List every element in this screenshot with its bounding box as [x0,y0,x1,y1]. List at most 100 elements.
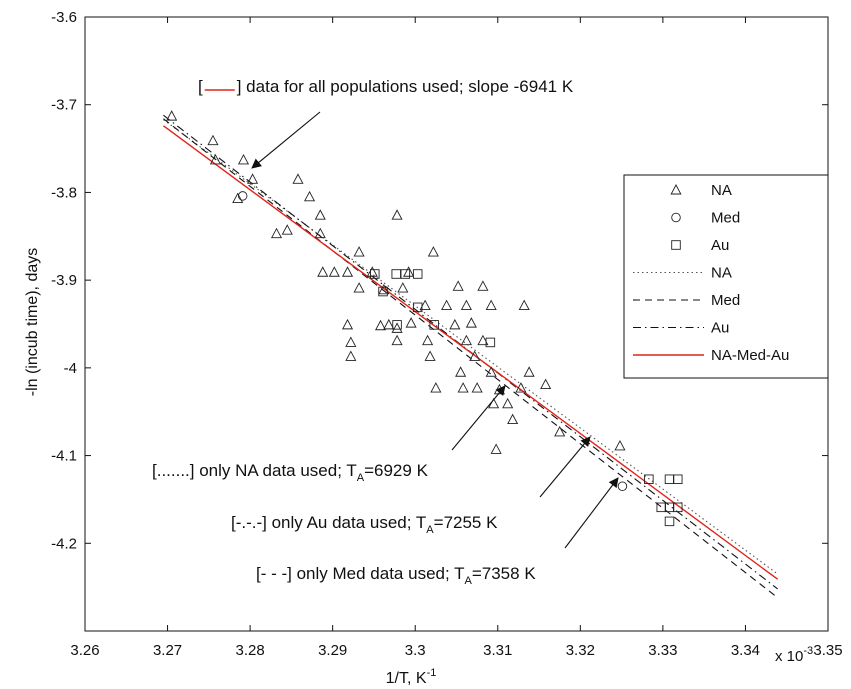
point-na [471,382,483,393]
point-na [270,227,283,239]
point-au [391,269,401,279]
annotation-text-part: =7358 K [472,564,536,583]
annotation-na: [.......] only NA data used; TA=6929 K [152,385,506,484]
point-au [392,320,402,330]
y-tick-label: -4.2 [51,535,77,552]
legend-label: Au [711,237,729,254]
annotation-text: [- - -] only Med data used; TA=7358 K [256,564,536,587]
legend-label: Med [711,210,740,227]
point-na [383,318,395,330]
point-na [403,266,415,277]
legend-marker-circle [671,212,681,223]
x-tick-label: 3.33 [648,642,677,659]
point-med [237,191,248,201]
point-na [614,439,626,451]
legend-entry: NA [670,182,732,199]
point-au [429,320,439,330]
x-tick-label: 3.27 [153,642,182,659]
point-na [341,318,354,330]
point-na [507,413,519,425]
annotation-text-part: [.......] only NA data used; T [152,461,357,480]
x-axis-ticks: 3.26 3.27 3.28 3.29 3.3 3.31 3.32 3.33 3.34 3.35 [70,17,843,659]
x-tick-label: 3.31 [483,642,512,659]
point-na [207,134,219,146]
point-au [400,269,411,279]
point-na [247,173,259,184]
point-na [397,282,409,293]
annotation-subscript: A [465,575,473,587]
annotation-text-part: [-.-.-] only Au data used; T [231,513,426,532]
legend-box [623,174,829,379]
annotation-text: [.......] only NA data used; TA=6929 K [152,461,429,484]
annotation-text-part: ] data for all populations used; slope -… [237,77,574,96]
point-na [449,318,461,330]
point-na [366,266,378,277]
point-na [554,425,566,437]
point-au [672,474,683,485]
legend-entry: NA-Med-Au [633,347,789,364]
point-na [391,334,403,346]
x-tick-label: 3.3 [405,642,426,659]
point-na [341,266,354,277]
annotation-au: [-.-.-] only Au data used; TA=7255 K [231,436,591,536]
point-na [374,319,387,331]
point-na [391,209,403,220]
y-tick-label: -3.8 [51,184,77,201]
point-na [515,382,527,393]
x-tick-label: 3.28 [236,642,265,659]
y-axis-ticks: -3.6 -3.7 -3.8 -3.9 -4 -4.1 -4.2 [51,9,828,552]
data-points [166,110,683,527]
annotation-redline-gap [203,77,237,96]
fit-line-na-med-au [163,125,779,580]
point-na [314,209,326,220]
point-na [460,299,472,311]
point-na [523,366,535,377]
point-na [166,110,178,121]
point-na [378,283,390,295]
annotation-arrow [539,436,591,498]
point-na [430,382,442,393]
point-na [424,350,436,361]
point-na [485,299,497,311]
annotation-arrow [251,111,321,169]
point-na [502,397,514,409]
point-na [422,334,434,346]
fit-lines [163,114,779,599]
point-na [281,224,293,235]
x-axis-label-main: 1/T, K [386,670,427,687]
point-na [391,322,403,333]
point-au [672,502,683,513]
point-na [317,266,329,277]
y-tick-label: -3.7 [51,97,77,114]
point-au [485,337,496,348]
y-axis-label: -ln (incub time), days [24,248,41,397]
point-na [232,192,244,204]
point-na [405,317,417,328]
annotation-subscript: A [426,524,434,536]
legend-entry: Med [633,292,740,309]
point-na [518,299,530,311]
point-na [460,334,472,346]
annotation-text: [-.-.-] only Au data used; TA=7255 K [231,513,498,536]
point-na [345,336,357,347]
point-na [427,246,439,257]
point-na [457,382,469,393]
annotation-text-part: [- - -] only Med data used; T [256,564,465,583]
point-na [328,266,340,277]
x-axis-label-sup: -1 [427,667,437,679]
point-na [314,227,326,239]
point-na [353,246,365,257]
legend-label: Med [711,292,740,309]
annotation-text: [ ] data for all populations used; slope… [198,77,574,96]
annotations: [ ] data for all populations used; slope… [152,77,619,587]
y-tick-label: -4.1 [51,448,77,465]
x-multiplier-exp: -3 [803,645,813,657]
y-tick-label: -3.9 [51,272,77,289]
annotation-subscript: A [357,472,365,484]
legend: NA Med Au NA Med Au NA-Med-Au [623,174,829,379]
x-tick-label: 3.34 [731,642,760,659]
point-na [452,280,464,291]
point-au [378,286,388,297]
legend-entry: Med [671,210,740,227]
